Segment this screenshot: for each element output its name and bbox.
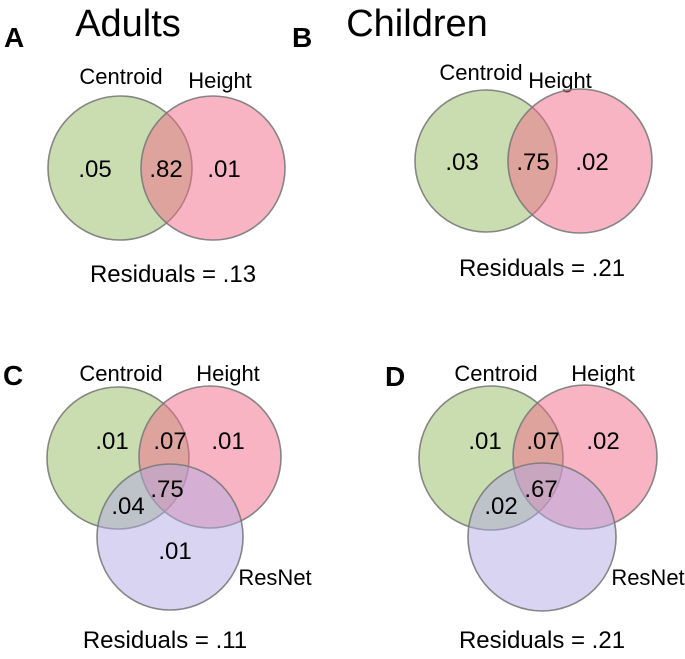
residuals-label: Residuals = .11: [83, 627, 247, 654]
value-centroid-height: .07: [526, 428, 559, 455]
residuals-label: Residuals = .21: [459, 255, 625, 282]
value-triple-intersection: .75: [150, 476, 183, 503]
value-centroid-only: .01: [468, 428, 501, 455]
value-height-only: .02: [586, 428, 619, 455]
column-title-adults: Adults: [75, 3, 181, 45]
set-label-resnet: ResNet: [238, 565, 311, 590]
value-height-only: .02: [575, 149, 608, 176]
value-centroid-only: .03: [445, 149, 478, 176]
value-centroid-height: .82: [149, 156, 182, 183]
panel-d: D Centroid Height .01 .07 .02 .67 .02 Re…: [385, 361, 685, 654]
set-label-height: Height: [196, 361, 260, 386]
set-label-centroid: Centroid: [79, 361, 162, 386]
panel-letter-a: A: [4, 22, 24, 53]
set-label-centroid: Centroid: [439, 60, 522, 85]
value-height-only: .01: [211, 428, 244, 455]
panel-c: C Centroid Height .01 .07 .01 .75 .04 .0…: [3, 360, 312, 654]
column-title-children: Children: [346, 3, 488, 45]
set-label-centroid: Centroid: [454, 361, 537, 386]
residuals-label: Residuals = .21: [459, 627, 625, 654]
resnet-circle: [96, 463, 244, 611]
value-centroid-resnet: .02: [484, 493, 517, 520]
set-label-height: Height: [188, 68, 252, 93]
panel-b: B Children Centroid Height .03 .75 .02 R…: [292, 3, 653, 282]
resnet-circle: [467, 462, 617, 612]
set-label-centroid: Centroid: [79, 64, 162, 89]
panel-letter-b: B: [292, 22, 312, 53]
panel-letter-d: D: [385, 361, 405, 392]
height-circle: [140, 95, 286, 241]
value-triple-intersection: .67: [524, 476, 557, 503]
panel-a: A Adults Centroid Height .05 .82 .01 Res…: [4, 3, 286, 288]
set-label-height: Height: [571, 361, 635, 386]
value-centroid-only: .05: [78, 156, 111, 183]
value-centroid-height: .07: [153, 428, 186, 455]
value-centroid-resnet: .04: [111, 493, 144, 520]
residuals-label: Residuals = .13: [90, 261, 256, 288]
panel-letter-c: C: [3, 360, 23, 391]
value-resnet-only: .01: [158, 538, 191, 565]
height-circle: [507, 88, 653, 234]
value-centroid-height: .75: [516, 149, 549, 176]
value-height-only: .01: [207, 156, 240, 183]
value-centroid-only: .01: [95, 428, 128, 455]
set-label-resnet: ResNet: [611, 565, 684, 590]
